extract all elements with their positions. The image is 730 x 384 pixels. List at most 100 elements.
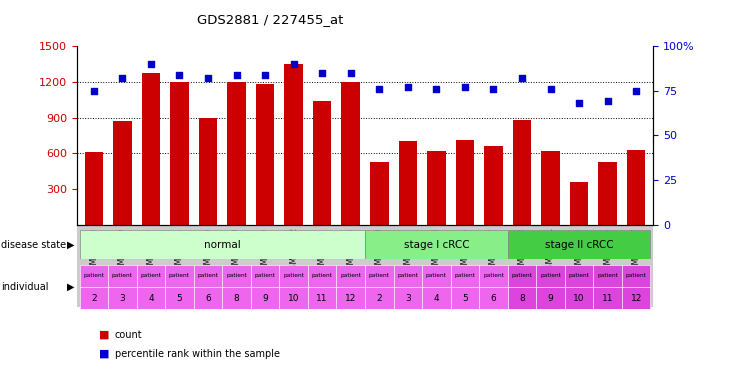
Text: 5: 5 xyxy=(462,294,468,303)
Bar xyxy=(565,265,593,286)
Bar xyxy=(285,64,303,225)
Text: patient: patient xyxy=(283,273,304,278)
Bar xyxy=(393,288,422,309)
Bar xyxy=(313,101,331,225)
Bar xyxy=(165,265,193,286)
Text: 12: 12 xyxy=(631,294,642,303)
Bar xyxy=(399,141,417,225)
Bar xyxy=(599,162,617,225)
Point xyxy=(231,71,242,78)
Point xyxy=(602,98,613,104)
Point xyxy=(345,70,356,76)
Text: ▶: ▶ xyxy=(67,282,74,292)
Text: patient: patient xyxy=(140,273,161,278)
Point xyxy=(174,71,185,78)
Text: patient: patient xyxy=(369,273,390,278)
Bar xyxy=(170,83,189,225)
Bar xyxy=(251,288,280,309)
Bar xyxy=(479,265,508,286)
Text: patient: patient xyxy=(169,273,190,278)
Bar xyxy=(308,288,337,309)
Text: 11: 11 xyxy=(316,294,328,303)
Text: 6: 6 xyxy=(205,294,211,303)
Bar xyxy=(165,288,193,309)
Bar xyxy=(80,288,108,309)
Text: 2: 2 xyxy=(377,294,382,303)
Text: patient: patient xyxy=(397,273,418,278)
Text: count: count xyxy=(115,330,142,340)
Bar xyxy=(422,288,450,309)
Text: 5: 5 xyxy=(177,294,182,303)
Point xyxy=(88,88,99,94)
Bar xyxy=(227,82,246,225)
Point xyxy=(117,75,128,81)
Bar xyxy=(484,146,503,225)
Text: patient: patient xyxy=(512,273,532,278)
Text: 4: 4 xyxy=(148,294,154,303)
Text: patient: patient xyxy=(198,273,218,278)
Text: 3: 3 xyxy=(405,294,411,303)
Point xyxy=(631,88,642,94)
Bar xyxy=(508,265,537,286)
Point xyxy=(516,75,528,81)
Bar xyxy=(113,121,131,225)
Bar xyxy=(280,288,308,309)
Text: patient: patient xyxy=(626,273,647,278)
Bar xyxy=(85,152,103,225)
Bar xyxy=(593,265,622,286)
Bar xyxy=(342,83,360,225)
Point xyxy=(488,86,499,92)
Bar xyxy=(142,73,160,225)
Bar xyxy=(199,118,218,225)
Point xyxy=(145,61,157,67)
Text: GDS2881 / 227455_at: GDS2881 / 227455_at xyxy=(197,13,343,26)
Text: 12: 12 xyxy=(345,294,356,303)
Bar xyxy=(365,265,393,286)
Bar xyxy=(565,288,593,309)
Bar xyxy=(627,150,645,225)
Bar xyxy=(541,151,560,225)
Bar xyxy=(255,84,274,225)
Bar xyxy=(508,230,650,259)
Bar xyxy=(108,288,137,309)
Point xyxy=(259,71,271,78)
Text: patient: patient xyxy=(597,273,618,278)
Bar xyxy=(222,288,251,309)
Point xyxy=(316,70,328,76)
Text: individual: individual xyxy=(1,282,49,292)
Text: stage II cRCC: stage II cRCC xyxy=(545,240,613,250)
Bar xyxy=(222,265,251,286)
Bar xyxy=(280,265,308,286)
Text: 10: 10 xyxy=(573,294,585,303)
Point xyxy=(402,84,414,90)
Text: patient: patient xyxy=(426,273,447,278)
Bar xyxy=(337,265,365,286)
Bar xyxy=(450,265,479,286)
Bar xyxy=(622,265,650,286)
Point xyxy=(288,61,299,67)
Bar xyxy=(508,288,537,309)
Bar xyxy=(337,288,365,309)
Text: 10: 10 xyxy=(288,294,299,303)
Bar xyxy=(80,230,365,259)
Bar xyxy=(193,265,222,286)
Bar xyxy=(370,162,388,225)
Point xyxy=(545,86,556,92)
Bar xyxy=(365,230,508,259)
Bar xyxy=(537,288,565,309)
Bar xyxy=(450,288,479,309)
Bar xyxy=(456,140,474,225)
Text: patient: patient xyxy=(312,273,333,278)
Bar xyxy=(137,288,165,309)
Bar xyxy=(537,265,565,286)
Point xyxy=(431,86,442,92)
Bar xyxy=(108,265,137,286)
Text: patient: patient xyxy=(340,273,361,278)
Text: disease state: disease state xyxy=(1,240,66,250)
Text: 2: 2 xyxy=(91,294,96,303)
Point xyxy=(459,84,471,90)
Text: patient: patient xyxy=(455,273,475,278)
Bar xyxy=(479,288,508,309)
Bar xyxy=(193,288,222,309)
Text: patient: patient xyxy=(255,273,275,278)
